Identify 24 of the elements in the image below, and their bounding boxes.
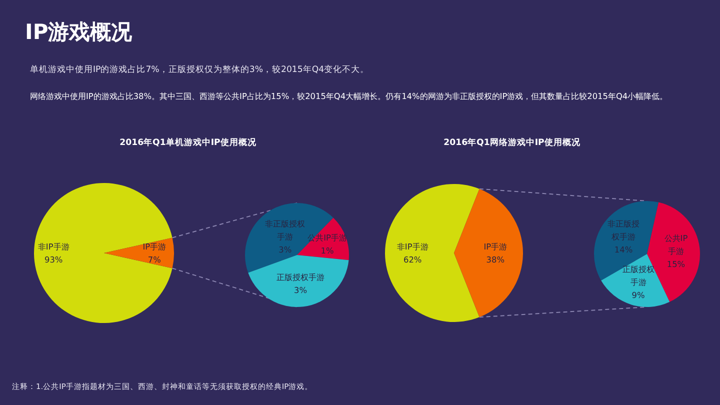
text: 单机游戏中使用IP的游戏占比7%，正版授权仅为整体的3%，较2015年Q4变化不大。	[30, 64, 370, 75]
data-label: 1%	[320, 245, 334, 256]
slice-label: 非IP手游	[396, 242, 428, 252]
data-label: 93%	[44, 254, 63, 264]
slice-label: 非正版授权手游	[265, 218, 306, 242]
data-label: 7%	[148, 254, 162, 264]
slice-label: 非IP手游	[38, 242, 70, 252]
slice-label: 公共IP手游	[664, 232, 688, 256]
chart-title: 2016年Q1单机游戏中IP使用概况	[120, 137, 258, 148]
slice-label: 正版授权手游	[276, 272, 325, 282]
data-label: 38%	[486, 254, 505, 264]
slice-label: IP手游	[484, 242, 508, 252]
slice-label: IP手游	[142, 242, 166, 252]
chart-title: 2016年Q1网络游戏中IP使用概况	[444, 137, 582, 148]
text: 网络游戏中使用IP的游戏占比38%。其中三国、西游等公共IP占比为15%，较2015年Q4大幅增长。仍有14%的网游为非正版授权的IP游戏，但其数量占比较2015年Q4小幅降低。	[30, 91, 668, 101]
data-label: 9%	[632, 290, 646, 300]
data-label: 62%	[404, 254, 422, 264]
data-label: 14%	[614, 244, 633, 255]
data-label: 3%	[294, 284, 308, 295]
data-label: 15%	[666, 258, 686, 269]
data-label: 3%	[278, 244, 292, 255]
slice-label: 非正版授权手游	[608, 218, 640, 242]
slice-label: 正版授权手游	[622, 264, 654, 287]
text: IP游戏概况	[25, 20, 134, 44]
